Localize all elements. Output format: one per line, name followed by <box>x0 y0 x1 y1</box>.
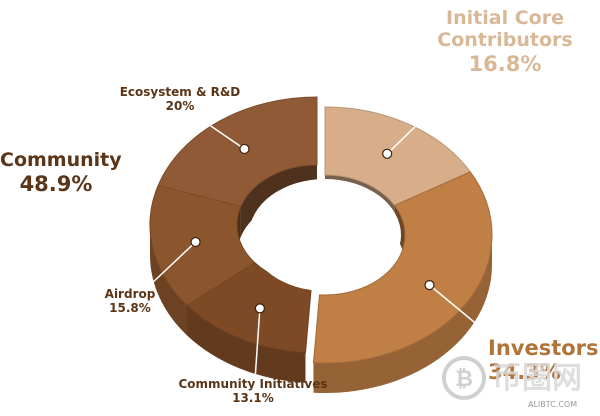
label-name: Investors <box>488 336 599 360</box>
slice-wall-airdrop <box>150 225 187 336</box>
slice-airdrop <box>149 184 256 306</box>
label-initial-core-contributors: Initial Core Contributors 16.8% <box>420 7 590 76</box>
label-percent: 16.8% <box>468 51 542 76</box>
label-name: Airdrop <box>104 287 156 301</box>
label-name: Community <box>0 149 122 171</box>
label-percent: 20% <box>165 98 195 113</box>
watermark-logo: ₿ 币圈网 <box>442 356 582 400</box>
label-percent: 34.3% <box>488 360 561 385</box>
label-airdrop: Airdrop 15.8% <box>90 287 170 316</box>
label-community-initiatives: Community Initiatives 13.1% <box>168 377 338 406</box>
slice-wall-community-initiatives <box>186 305 306 383</box>
slice-ecosystem-and-randd <box>157 96 318 208</box>
label-name: Community Initiatives <box>178 377 328 391</box>
leader-line-airdrop <box>149 241 197 286</box>
leader-line-community-initiatives <box>254 308 261 381</box>
leader-line-investors <box>429 284 521 361</box>
watermark-url: ALIBTC.COM <box>528 400 578 409</box>
label-percent: 13.1% <box>232 390 274 405</box>
slice-initial-core-contributors <box>324 106 472 207</box>
leader-line-ecosystem-and-randd <box>204 121 245 150</box>
leader-line-initial-core-contributors <box>386 87 456 155</box>
label-percent: 48.9% <box>19 171 93 196</box>
label-ecosystem-rd: Ecosystem & R&D 20% <box>100 85 260 114</box>
watermark-text: 币圈网 <box>492 361 582 396</box>
leader-dot-airdrop <box>190 236 201 248</box>
bitcoin-coin-icon <box>442 356 486 400</box>
label-investors: Investors 34.3% <box>488 336 600 384</box>
leader-dot-ecosystem-and-randd <box>239 143 250 155</box>
leader-dot-investors <box>424 280 435 291</box>
donut-hole <box>249 179 401 291</box>
slice-investors <box>312 171 493 364</box>
leader-dot-initial-core-contributors <box>382 148 393 159</box>
label-name: Initial Core Contributors <box>437 7 573 51</box>
leader-dot-community-initiatives <box>254 303 265 314</box>
label-community: Community 48.9% <box>0 149 122 196</box>
label-percent: 15.8% <box>109 300 151 315</box>
bitcoin-symbol-icon: ₿ <box>455 367 473 392</box>
slice-wall-investors <box>313 235 492 393</box>
label-name: Ecosystem & R&D <box>119 85 241 99</box>
